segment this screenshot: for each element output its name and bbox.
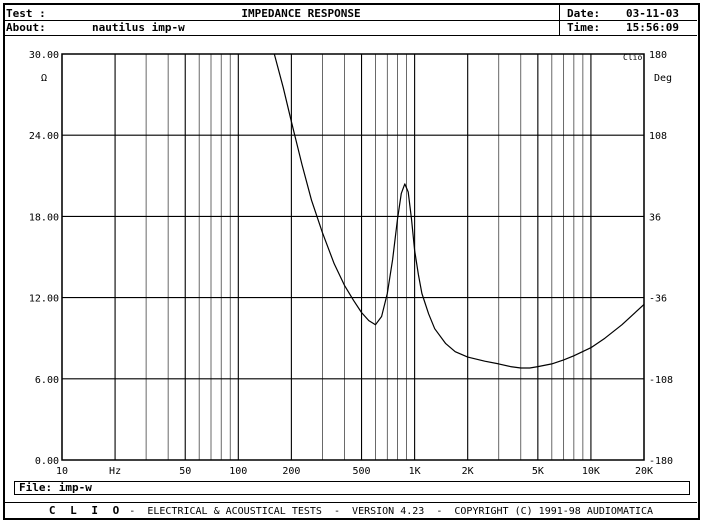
impedance-curve — [273, 53, 645, 369]
x-tick-label: 500 — [353, 466, 371, 477]
plot-area — [61, 53, 645, 461]
time-value: 15:56:09 — [626, 21, 679, 34]
y-tick-label: 0.00 — [35, 456, 59, 467]
x-tick-label: 5K — [532, 466, 544, 477]
about-label: About: — [6, 21, 46, 34]
chart-ticks: 0.00 6.00 12.00 18.00 24.00 30.00 -180 -108 -36 3… — [29, 50, 673, 477]
y-tick-label: 24.00 — [29, 131, 59, 142]
x-tick-label: 1K — [409, 466, 421, 477]
x-tick-label: 10 — [56, 466, 68, 477]
y-tick-label: 18.00 — [29, 212, 59, 223]
x-tick-label: 10K — [582, 466, 600, 477]
y2-tick-label: -36 — [649, 294, 667, 305]
y2-tick-label: -180 — [649, 456, 673, 467]
chart-series — [273, 53, 645, 369]
window-frame — [3, 3, 700, 520]
y2-tick-label: 180 — [649, 50, 667, 61]
y2-tick-label: 36 — [649, 212, 661, 223]
date-value: 03-11-03 — [626, 7, 679, 20]
x-tick-label: 200 — [282, 466, 300, 477]
header-separator — [559, 5, 560, 35]
chart-axes — [61, 53, 645, 461]
clio-badge: Clio — [623, 53, 643, 62]
test-label: Test : — [6, 7, 46, 20]
header-row-1: Test : IMPEDANCE RESPONSE Date: 03-11-03 — [6, 7, 696, 20]
header-divider — [5, 20, 697, 21]
x-tick-label: 2K — [462, 466, 474, 477]
x-tick-label: 20K — [635, 466, 653, 477]
y-tick-label: 12.00 — [29, 294, 59, 305]
footer-info: - ELECTRICAL & ACOUSTICAL TESTS - VERSIO… — [123, 506, 654, 517]
y2-unit-label: Deg — [654, 73, 672, 84]
x-unit-label: Hz — [109, 466, 121, 477]
date-label: Date: — [567, 7, 601, 20]
footer-brand: C L I O — [48, 504, 124, 517]
y-unit-label: Ω — [41, 73, 47, 84]
file-field: File: imp-w — [14, 481, 690, 495]
time-label: Time: — [567, 21, 601, 34]
file-text: File: imp-w — [19, 481, 92, 494]
footer-bar: C L I O - ELECTRICAL & ACOUSTICAL TESTS … — [5, 502, 697, 519]
y-tick-label: 6.00 — [35, 375, 59, 386]
about-value: nautilus imp-w — [92, 21, 185, 34]
y2-tick-label: -108 — [649, 375, 673, 386]
chart-grid — [61, 53, 645, 461]
x-tick-label: 100 — [229, 466, 247, 477]
y-tick-label: 30.00 — [29, 50, 59, 61]
header-row-2: About: nautilus imp-w Time: 15:56:09 — [6, 21, 696, 34]
x-tick-label: 50 — [179, 466, 191, 477]
chart-title: IMPEDANCE RESPONSE — [241, 7, 361, 20]
header-bottom-line — [5, 35, 697, 36]
y2-tick-label: 108 — [649, 131, 667, 142]
